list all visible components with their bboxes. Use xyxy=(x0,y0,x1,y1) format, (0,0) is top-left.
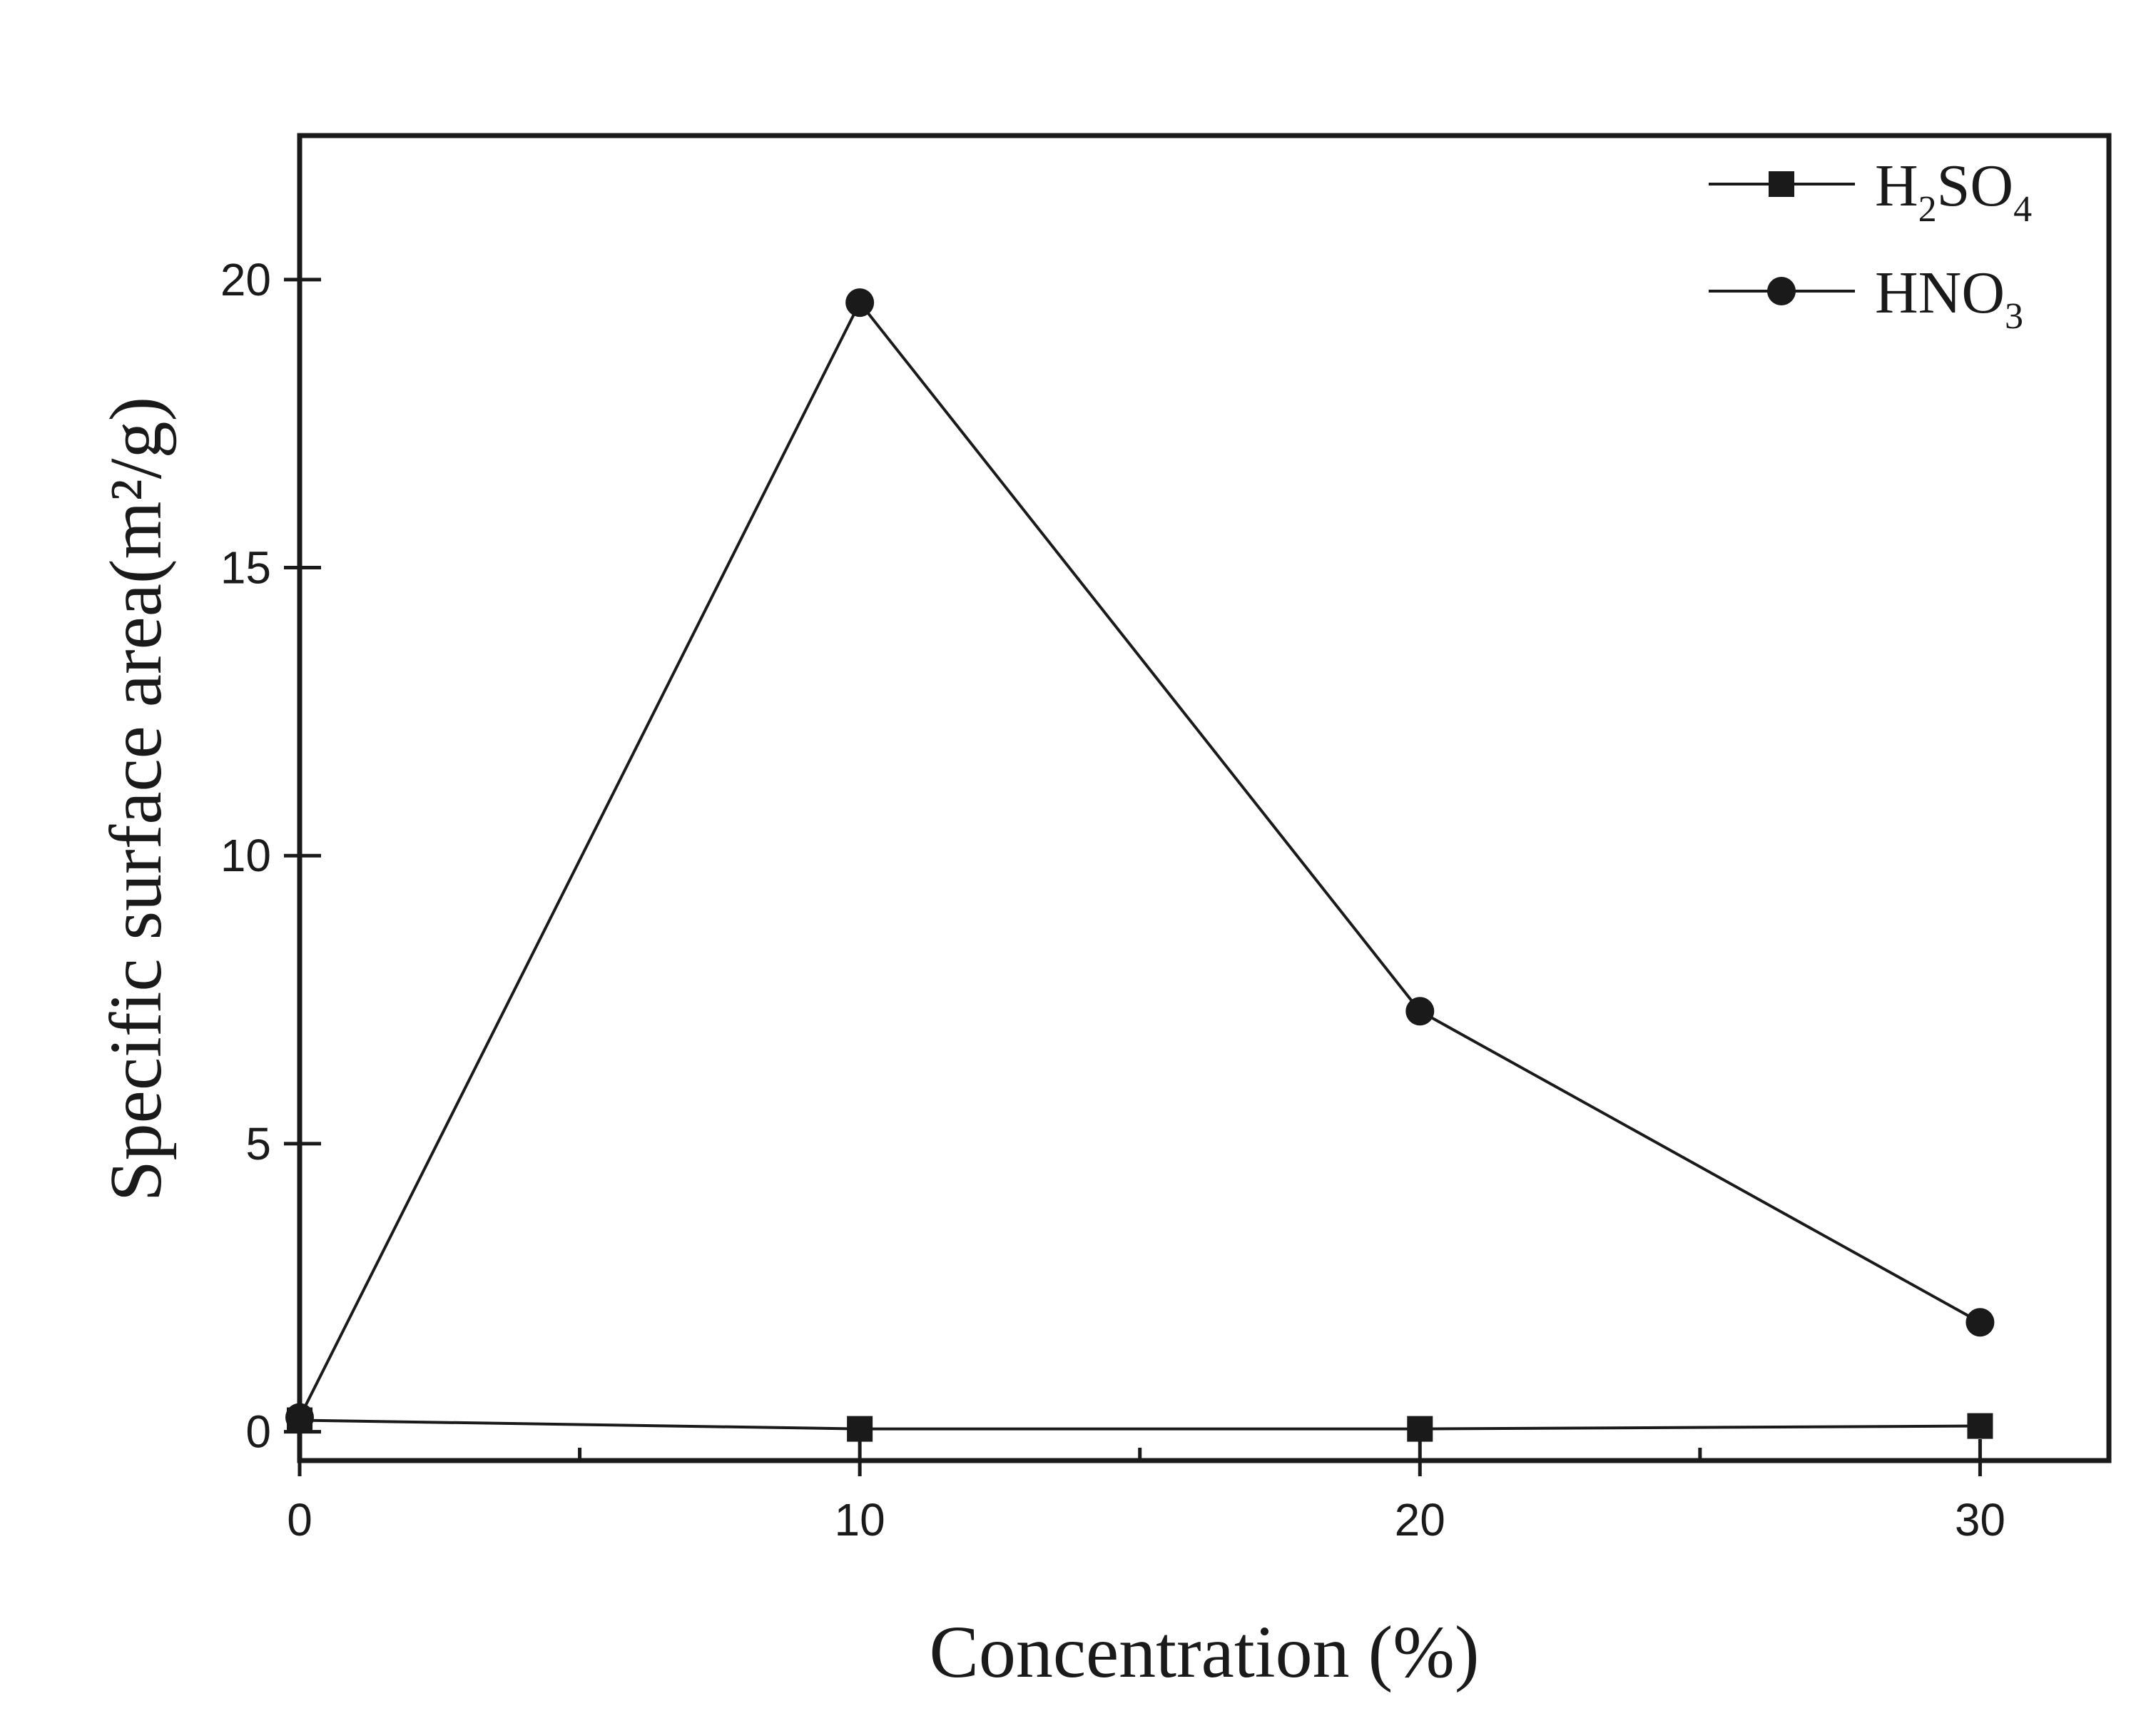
series-lines xyxy=(298,300,1981,1431)
series-markers xyxy=(285,288,1995,1442)
legend-entry-h2so4: H2SO4 xyxy=(1709,153,2032,230)
x-tick-label: 0 xyxy=(287,1494,312,1545)
legend-entry-hno3: HNO3 xyxy=(1709,260,2023,337)
y-tick-label: 5 xyxy=(245,1118,271,1169)
legend-marker xyxy=(1767,277,1796,305)
legend: H2SO4 HNO3 xyxy=(1709,153,2032,337)
legend-label: H2SO4 xyxy=(1875,153,2032,230)
x-tick-label: 20 xyxy=(1395,1494,1445,1545)
legend-marker xyxy=(1769,171,1794,197)
data-point-hno3 xyxy=(845,288,875,318)
data-point-hno3 xyxy=(1405,997,1435,1026)
data-point-h2so4 xyxy=(1407,1416,1433,1442)
y-axis-title: Specific surface area(m²/g) xyxy=(95,397,177,1202)
y-tick-label: 10 xyxy=(220,830,271,881)
series-line-h2so4 xyxy=(299,1418,1980,1431)
legend-label: HNO3 xyxy=(1875,260,2023,337)
data-point-h2so4 xyxy=(1967,1413,1993,1439)
y-tick-label: 20 xyxy=(220,254,271,305)
x-tick-label: 30 xyxy=(1955,1494,2005,1545)
axis-ticks: 0 10 20 30 0 5 10 15 20 xyxy=(220,254,2005,1545)
x-axis-title: Concentration (%) xyxy=(929,1611,1479,1693)
y-tick-label: 0 xyxy=(245,1406,271,1458)
data-point-hno3 xyxy=(285,1403,314,1432)
data-point-hno3 xyxy=(1966,1308,1995,1337)
plot-frame xyxy=(297,133,2112,1463)
series-line-hno3 xyxy=(298,300,1981,1418)
data-point-h2so4 xyxy=(847,1416,873,1442)
x-tick-label: 10 xyxy=(835,1494,885,1545)
y-tick-label: 15 xyxy=(220,542,271,594)
